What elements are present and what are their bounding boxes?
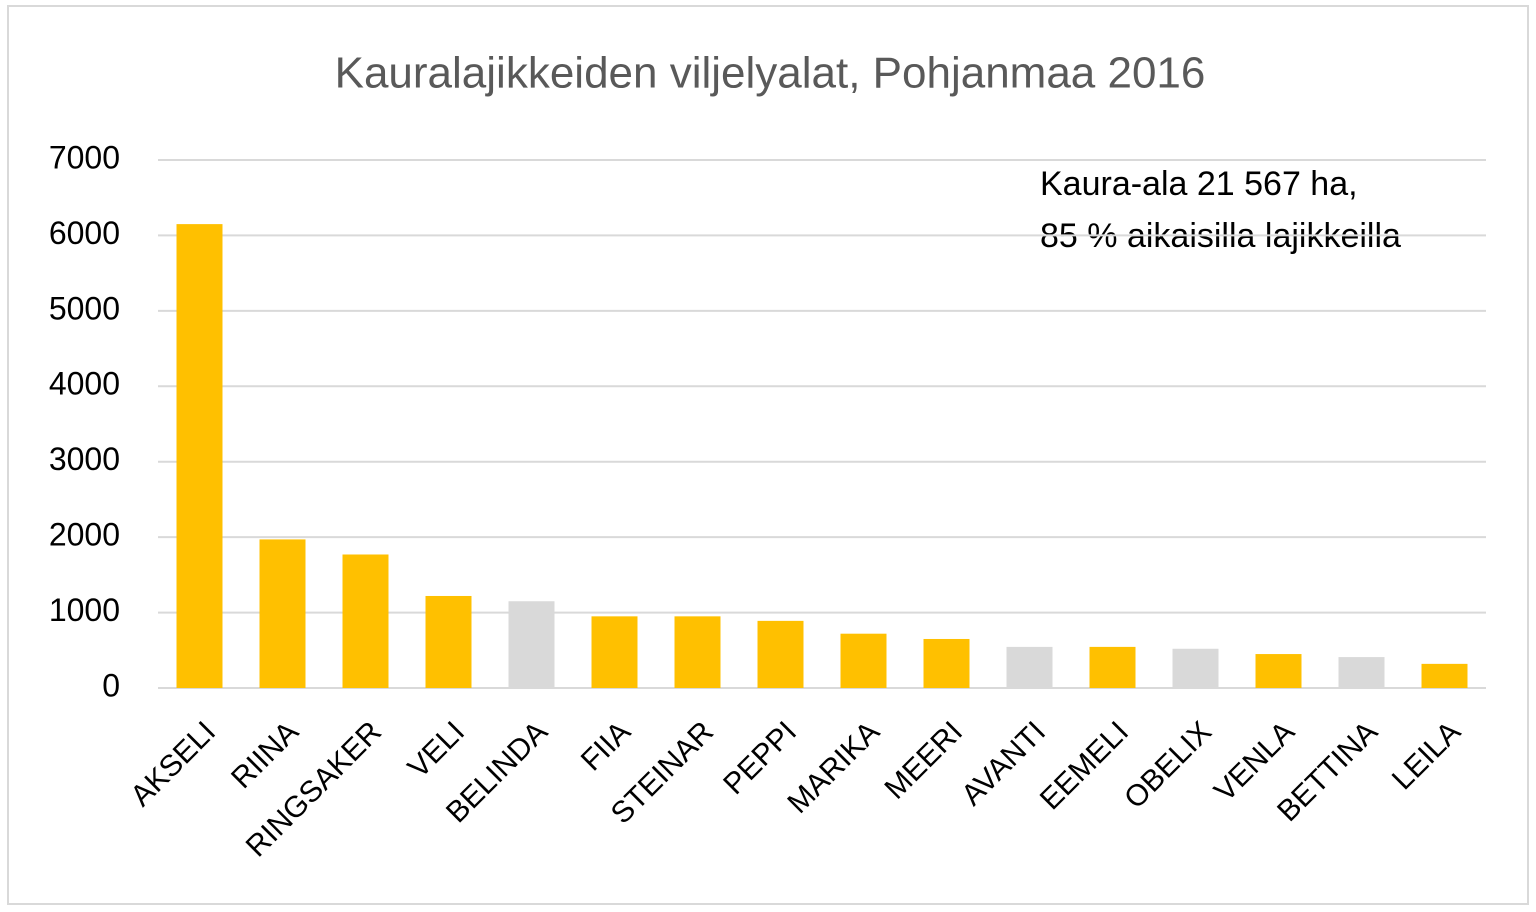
y-tick-label: 5000 <box>49 290 120 326</box>
y-tick-label: 2000 <box>49 517 120 553</box>
y-tick-label: 6000 <box>49 215 120 251</box>
bar <box>508 601 555 688</box>
bar <box>1421 663 1468 688</box>
bar <box>1006 646 1053 688</box>
bar <box>591 616 638 688</box>
annotation: Kaura-ala 21 567 ha, <box>1040 165 1358 203</box>
y-tick-label: 1000 <box>49 592 120 628</box>
y-tick-label: 7000 <box>49 139 120 175</box>
chart-title: Kauralajikkeiden viljelyalat, Pohjanmaa … <box>335 49 1206 98</box>
bar <box>176 224 223 688</box>
bar <box>425 595 472 688</box>
y-tick-label: 3000 <box>49 441 120 477</box>
bar <box>1172 648 1219 688</box>
bar <box>923 638 970 688</box>
bar <box>259 539 306 688</box>
bar <box>674 616 721 688</box>
chart-frame <box>7 5 1529 905</box>
bar <box>1338 657 1385 688</box>
bar <box>840 633 887 688</box>
bar <box>1089 646 1136 688</box>
bar <box>342 554 389 688</box>
bar <box>1255 654 1302 688</box>
y-tick-label: 4000 <box>49 366 120 402</box>
bar <box>757 620 804 688</box>
y-tick-label: 0 <box>102 667 120 703</box>
